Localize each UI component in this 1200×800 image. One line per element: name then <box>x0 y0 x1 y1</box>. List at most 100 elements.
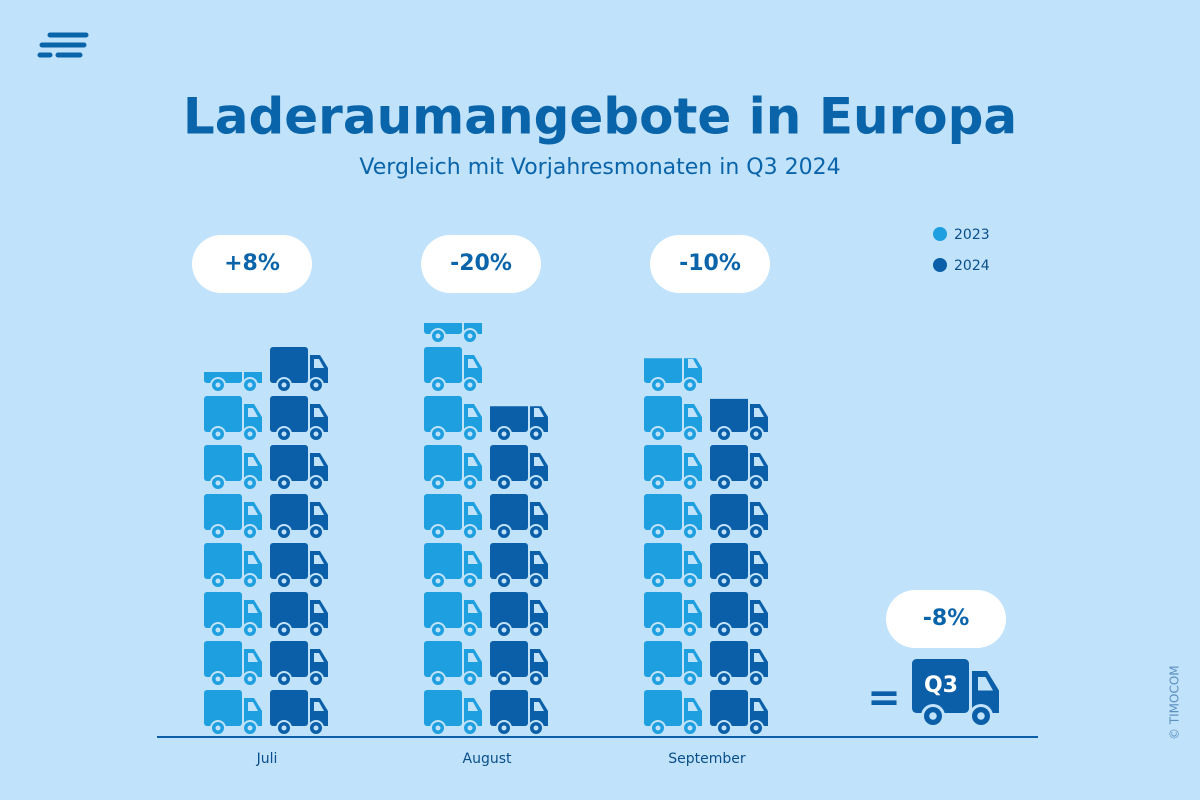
truck-wheel <box>215 382 221 388</box>
truck-wheel <box>467 725 473 731</box>
legend-label: 2023 <box>954 227 990 243</box>
truck-icon <box>644 592 702 638</box>
truck-wheel <box>753 676 759 682</box>
truck-icon <box>710 445 768 491</box>
truck-icon <box>424 396 482 442</box>
truck-wheel <box>281 529 287 535</box>
change-bubble <box>421 235 541 293</box>
truck-box <box>710 690 748 726</box>
truck-wheel <box>655 676 661 682</box>
truck-wheel <box>281 627 287 633</box>
truck-wheel <box>687 431 693 437</box>
x-tick-label: August <box>463 751 513 767</box>
truck-icon <box>424 592 482 638</box>
truck-window <box>468 506 478 515</box>
truck-window <box>468 555 478 564</box>
truck-wheel <box>215 676 221 682</box>
truck-box <box>270 494 308 530</box>
truck-icon <box>644 690 702 736</box>
truck-window <box>534 702 544 711</box>
truck-wheel <box>753 529 759 535</box>
change-label: +8% <box>224 251 280 276</box>
truck-wheel <box>655 382 661 388</box>
truck-wheel <box>977 712 985 720</box>
truck-box <box>270 543 308 579</box>
change-label: -8% <box>923 606 969 631</box>
truck-box <box>270 641 308 677</box>
truck-wheel <box>655 480 661 486</box>
truck-icon <box>424 445 482 491</box>
truck-wheel <box>313 627 319 633</box>
change-bubble <box>650 235 770 293</box>
truck-window <box>754 457 764 466</box>
truck-box <box>424 641 462 677</box>
truck-window <box>468 702 478 711</box>
truck-box <box>710 641 748 677</box>
truck-wheel <box>721 480 727 486</box>
truck-wheel <box>313 382 319 388</box>
truck-window <box>534 555 544 564</box>
legend-marker <box>933 258 947 272</box>
truck-wheel <box>655 578 661 584</box>
truck-wheel <box>313 578 319 584</box>
truck-wheel <box>247 382 253 388</box>
truck-icon <box>912 659 999 728</box>
truck-box <box>270 347 308 383</box>
truck-window <box>688 359 698 368</box>
truck-wheel <box>467 578 473 584</box>
truck-icon <box>490 406 548 442</box>
change-bubble <box>192 235 312 293</box>
truck-window <box>248 408 258 417</box>
truck-icon <box>270 641 328 687</box>
truck-box <box>912 659 969 713</box>
change-bubble <box>886 590 1006 648</box>
truck-icon <box>204 445 262 491</box>
truck-icon <box>424 690 482 736</box>
truck-wheel <box>435 431 441 437</box>
truck-icon <box>204 371 262 393</box>
truck-wheel <box>281 431 287 437</box>
truck-icon <box>270 347 328 393</box>
truck-wheel <box>435 725 441 731</box>
truck-icon <box>710 592 768 638</box>
truck-box <box>490 641 528 677</box>
truck-stack <box>710 398 768 736</box>
truck-wheel <box>655 431 661 437</box>
truck-icon <box>204 543 262 589</box>
logo <box>37 32 89 58</box>
truck-wheel <box>281 382 287 388</box>
truck-wheel <box>313 725 319 731</box>
truck-icon <box>644 641 702 687</box>
truck-wheel <box>501 480 507 486</box>
truck-window <box>314 604 324 613</box>
truck-wheel <box>215 529 221 535</box>
truck-icon <box>270 690 328 736</box>
truck-wheel <box>467 676 473 682</box>
truck-window <box>248 604 258 613</box>
truck-icon <box>270 396 328 442</box>
truck-stack <box>644 358 702 736</box>
truck-box <box>204 690 242 726</box>
truck-window <box>248 653 258 662</box>
truck-wheel <box>467 382 473 388</box>
truck-window <box>688 604 698 613</box>
truck-icon <box>424 494 482 540</box>
truck-icon <box>204 690 262 736</box>
truck-wheel <box>435 627 441 633</box>
truck-wheel <box>721 529 727 535</box>
truck-window <box>688 653 698 662</box>
truck-window <box>754 506 764 515</box>
truck-wheel <box>247 431 253 437</box>
chart-title: Laderaumangebote in Europa <box>183 88 1017 146</box>
truck-wheel <box>687 480 693 486</box>
truck-box <box>490 494 528 530</box>
truck-wheel <box>467 627 473 633</box>
truck-wheel <box>435 529 441 535</box>
truck-wheel <box>467 529 473 535</box>
truck-icon <box>644 358 702 393</box>
truck-wheel <box>501 676 507 682</box>
truck-wheel <box>753 480 759 486</box>
truck-window <box>534 408 544 417</box>
truck-wheel <box>721 627 727 633</box>
truck-window <box>754 702 764 711</box>
